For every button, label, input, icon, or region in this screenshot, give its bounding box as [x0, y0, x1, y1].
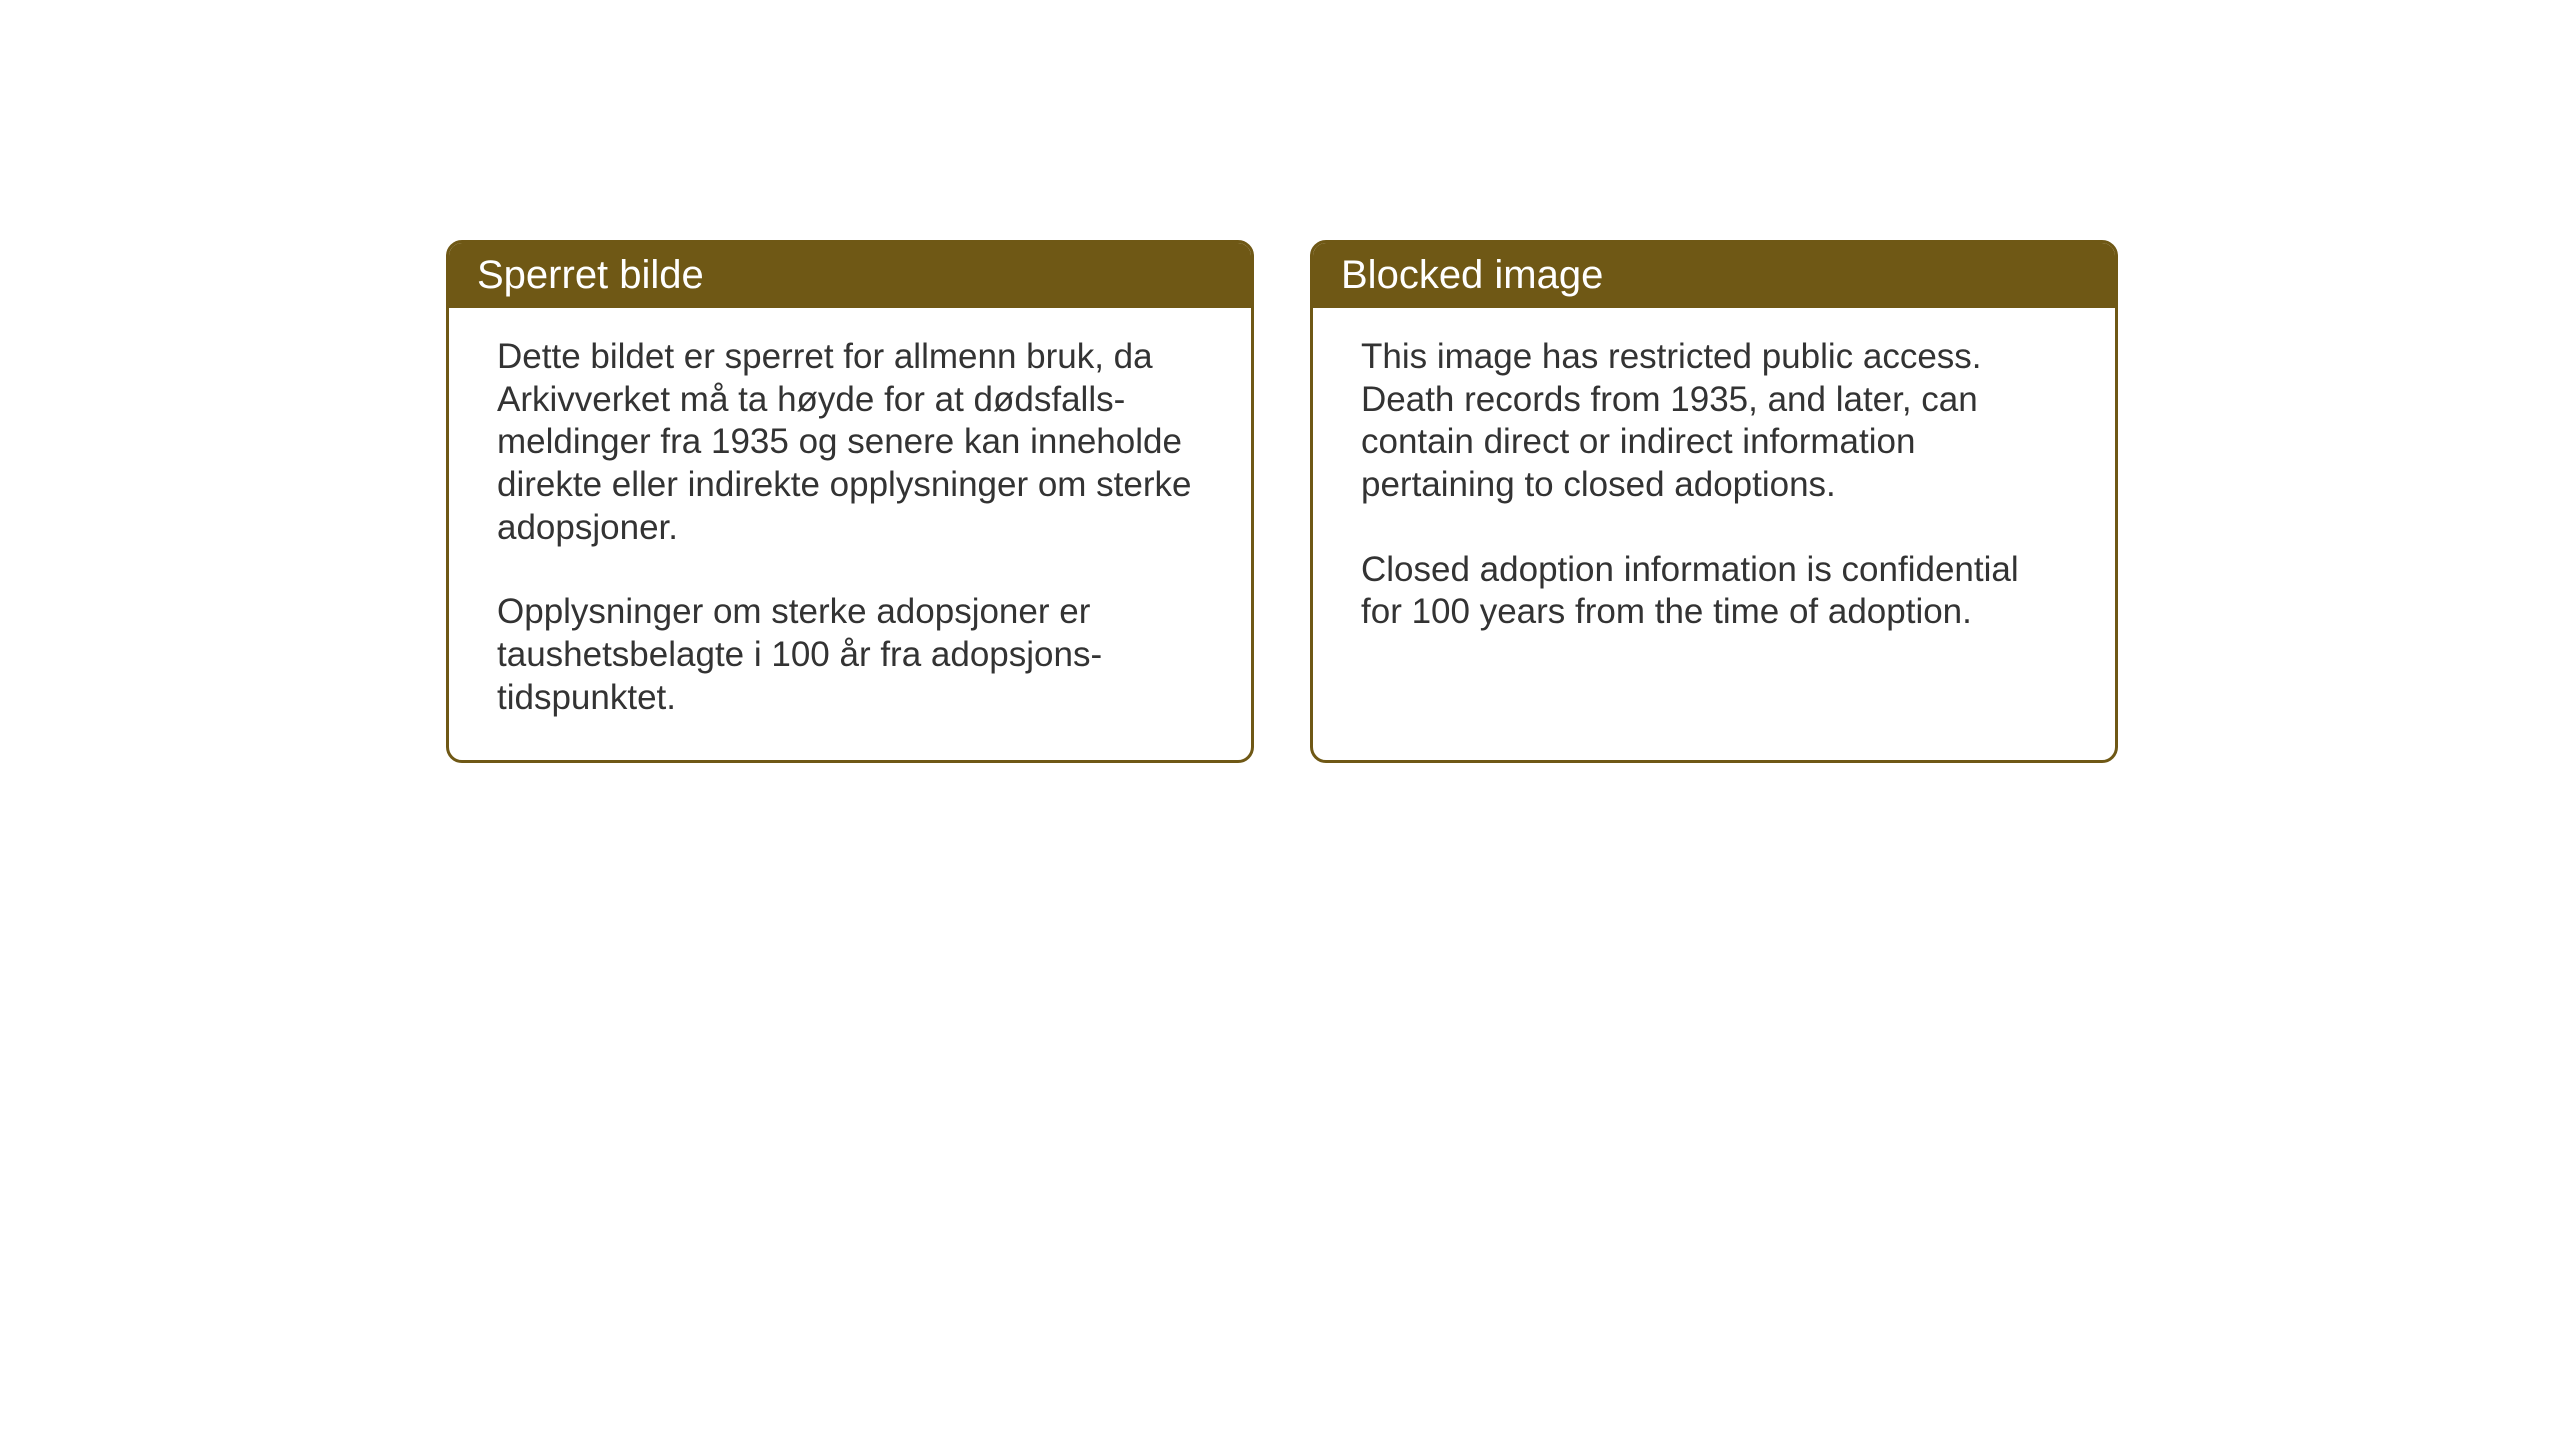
- norwegian-paragraph-2: Opplysninger om sterke adopsjoner er tau…: [497, 591, 1203, 719]
- english-notice-title: Blocked image: [1313, 243, 2115, 308]
- norwegian-notice-body: Dette bildet er sperret for allmenn bruk…: [449, 308, 1251, 760]
- english-notice-body: This image has restricted public access.…: [1313, 308, 2115, 674]
- english-paragraph-1: This image has restricted public access.…: [1361, 336, 2067, 507]
- english-notice-card: Blocked image This image has restricted …: [1310, 240, 2118, 763]
- norwegian-paragraph-1: Dette bildet er sperret for allmenn bruk…: [497, 336, 1203, 549]
- norwegian-notice-card: Sperret bilde Dette bildet er sperret fo…: [446, 240, 1254, 763]
- norwegian-notice-title: Sperret bilde: [449, 243, 1251, 308]
- notice-container: Sperret bilde Dette bildet er sperret fo…: [446, 240, 2118, 763]
- english-paragraph-2: Closed adoption information is confident…: [1361, 549, 2067, 634]
